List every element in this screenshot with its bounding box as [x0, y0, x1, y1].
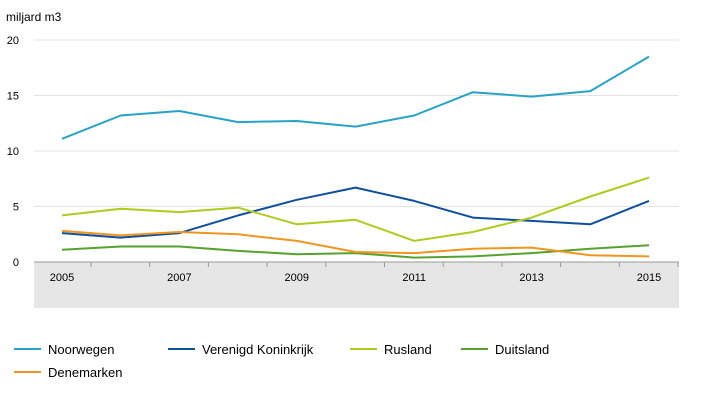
legend-label: Duitsland [495, 342, 549, 357]
x-tick-label: 2013 [519, 272, 543, 284]
series-line-0 [61, 55, 650, 140]
gridlines [34, 39, 679, 263]
x-tick-label: 2009 [285, 272, 309, 284]
series-line-2 [61, 176, 650, 242]
y-axis-tick-labels: 0 5 10 15 20 [7, 35, 19, 269]
series-lines [61, 55, 650, 259]
x-tick-label: 2005 [50, 272, 74, 284]
x-axis-band [34, 262, 679, 308]
x-tick-label: 2015 [637, 272, 661, 284]
legend-label: Verenigd Koninkrijk [202, 342, 314, 357]
y-tick-label: 10 [7, 146, 19, 158]
legend-label: Rusland [384, 342, 432, 357]
series-line-4 [61, 229, 650, 258]
y-tick-label: 20 [7, 35, 19, 47]
legend-label: Denemarken [48, 365, 122, 380]
x-axis-tick-labels: 2005 2007 2009 2011 2013 2015 [50, 262, 679, 284]
y-tick-label: 15 [7, 91, 19, 103]
legend: Noorwegen Verenigd Koninkrijk Rusland Duits… [14, 342, 549, 380]
x-tick-label: 2011 [402, 272, 426, 284]
y-axis-unit-label: miljard m3 [6, 10, 62, 24]
legend-label: Noorwegen [48, 342, 115, 357]
series-line-3 [61, 244, 650, 259]
series-line-1 [61, 186, 650, 239]
y-tick-label: 0 [13, 257, 19, 269]
x-tick-label: 2007 [167, 272, 191, 284]
y-tick-label: 5 [13, 202, 19, 214]
